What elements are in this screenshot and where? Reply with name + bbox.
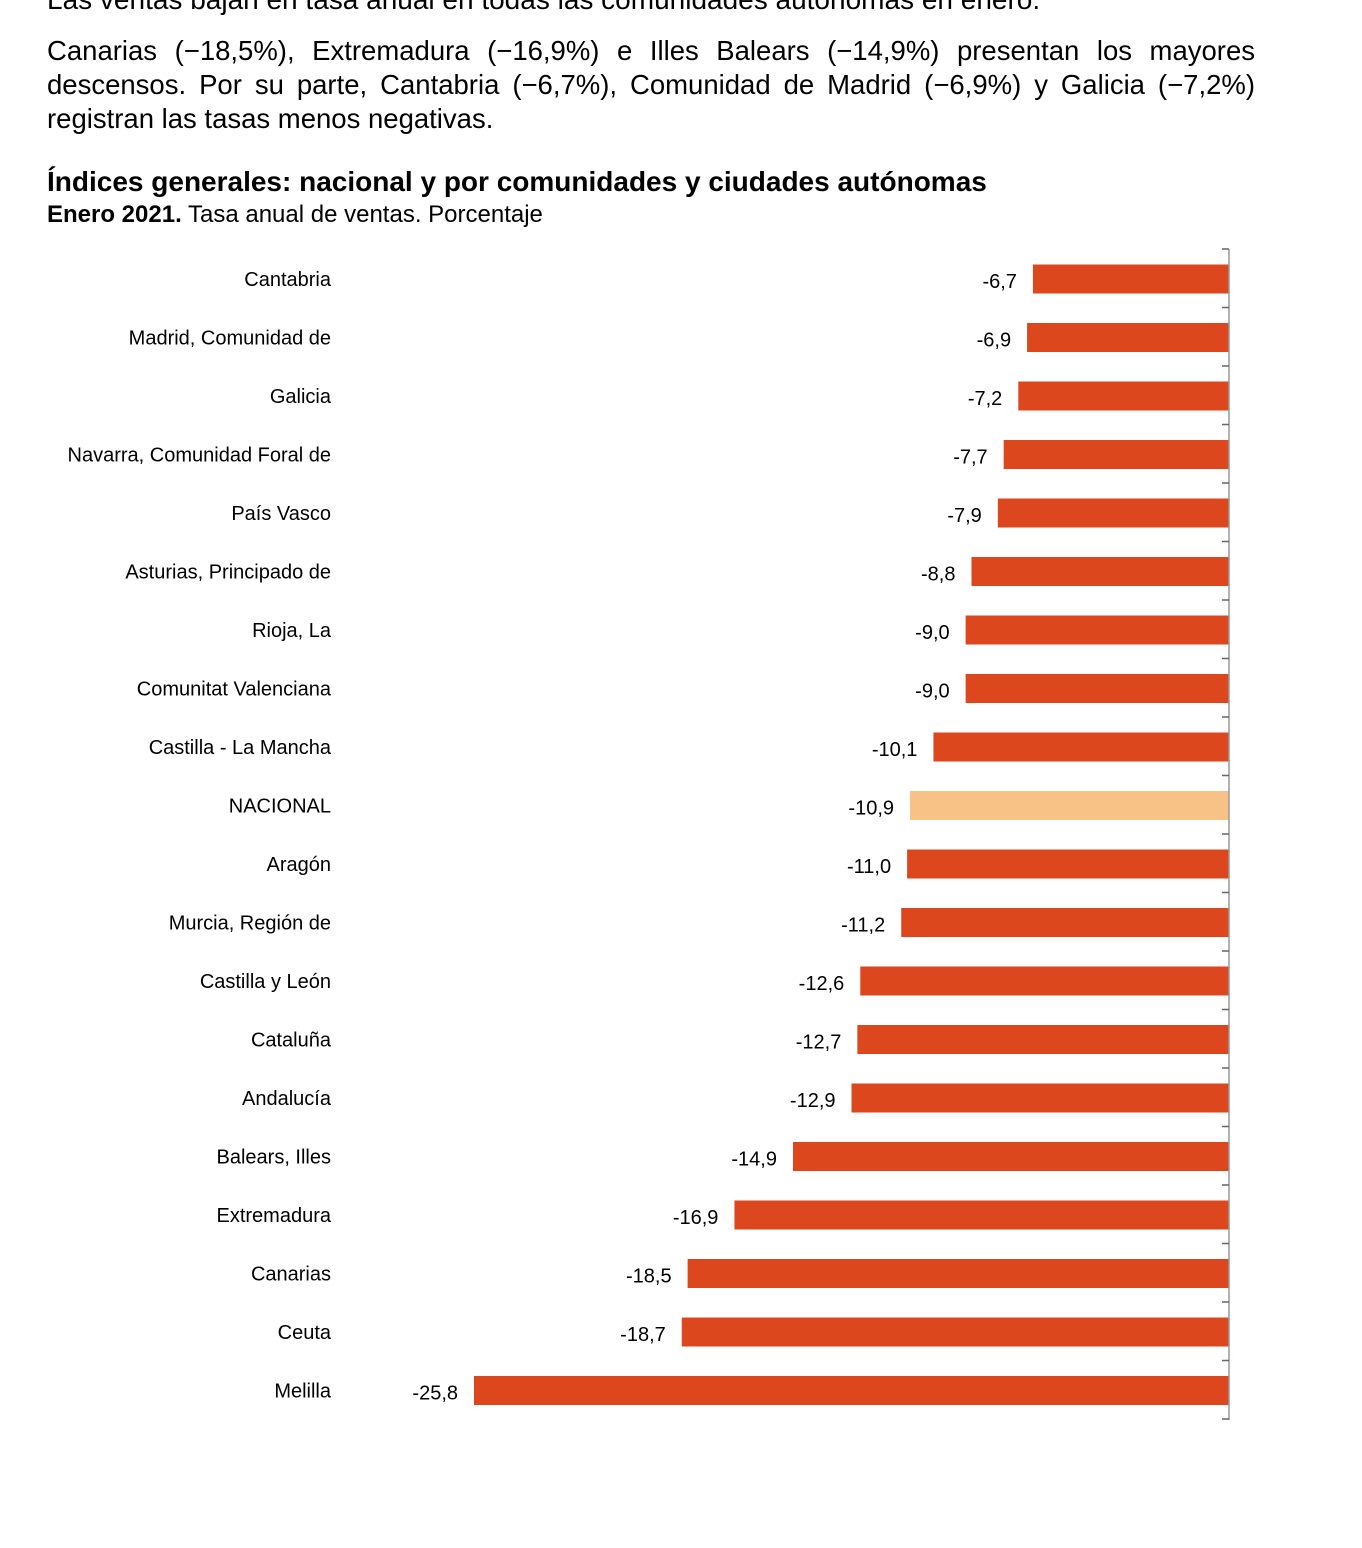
bar — [965, 674, 1229, 703]
bar — [901, 908, 1229, 937]
data-label: -12,6 — [799, 973, 845, 995]
data-label: -25,8 — [412, 1383, 458, 1405]
category-label: Navarra, Comunidad Foral de — [68, 445, 331, 467]
bar — [792, 1142, 1229, 1171]
category-label: País Vasco — [231, 503, 331, 525]
summary-paragraph: Canarias (−18,5%), Extremadura (−16,9%) … — [47, 35, 1255, 134]
data-label: -18,7 — [620, 1324, 666, 1346]
bar — [851, 1083, 1229, 1113]
data-label: -12,7 — [796, 1032, 842, 1054]
chart-subtitle: Enero 2021. Tasa anual de ventas. Porcen… — [47, 201, 543, 229]
data-label: -9,0 — [915, 681, 949, 703]
category-label: Comunitat Valenciana — [137, 679, 332, 701]
bar — [1018, 381, 1229, 411]
data-label: -11,0 — [847, 856, 891, 878]
category-label: Rioja, La — [252, 620, 332, 642]
bar — [1027, 323, 1229, 352]
bar — [860, 966, 1229, 996]
data-label: -16,9 — [673, 1207, 719, 1229]
subtitle-text: Tasa anual de ventas. Porcentaje — [187, 201, 543, 228]
bar — [971, 557, 1229, 586]
category-label: Aragón — [267, 854, 332, 876]
bar — [907, 849, 1229, 879]
category-label: Andalucía — [242, 1088, 332, 1110]
intro-line: Las ventas bajan en tasa anual en todas … — [47, 0, 1040, 16]
category-label: Castilla - La Mancha — [149, 737, 332, 759]
bar — [910, 791, 1229, 820]
bar — [734, 1200, 1229, 1230]
bar — [474, 1376, 1229, 1405]
data-label: -10,1 — [872, 739, 918, 761]
category-label: NACIONAL — [229, 796, 331, 818]
data-label: -14,9 — [731, 1149, 777, 1171]
bar — [681, 1317, 1229, 1347]
category-label: Murcia, Región de — [169, 913, 331, 935]
bar — [1003, 440, 1229, 469]
bar — [933, 732, 1229, 762]
data-label: -8,8 — [921, 564, 955, 586]
category-label: Castilla y León — [200, 971, 331, 993]
data-label: -10,9 — [848, 798, 894, 820]
category-label: Extremadura — [217, 1205, 332, 1227]
category-label: Melilla — [274, 1381, 332, 1403]
data-label: -7,9 — [947, 505, 981, 527]
chart-title: Índices generales: nacional y por comuni… — [47, 166, 987, 197]
category-label: Canarias — [251, 1264, 331, 1286]
data-label: -6,9 — [977, 330, 1011, 352]
data-label: -12,9 — [790, 1090, 836, 1112]
category-label: Madrid, Comunidad de — [129, 328, 331, 350]
data-label: -6,7 — [982, 271, 1016, 293]
category-label: Galicia — [270, 386, 332, 408]
category-label: Asturias, Principado de — [125, 562, 331, 584]
bar — [965, 615, 1229, 645]
category-label: Ceuta — [278, 1322, 332, 1344]
bar — [997, 498, 1229, 528]
category-label: Cantabria — [244, 269, 332, 291]
data-label: -9,0 — [915, 622, 949, 644]
data-label: -7,7 — [953, 447, 987, 469]
category-label: Balears, Illes — [217, 1147, 332, 1169]
data-label: -18,5 — [626, 1266, 672, 1288]
data-label: -11,2 — [841, 915, 885, 937]
bar — [857, 1025, 1229, 1054]
category-label: Cataluña — [251, 1030, 332, 1052]
bar — [1032, 264, 1229, 294]
bar — [687, 1259, 1229, 1288]
data-label: -7,2 — [968, 388, 1002, 410]
subtitle-date: Enero 2021. — [47, 201, 182, 228]
